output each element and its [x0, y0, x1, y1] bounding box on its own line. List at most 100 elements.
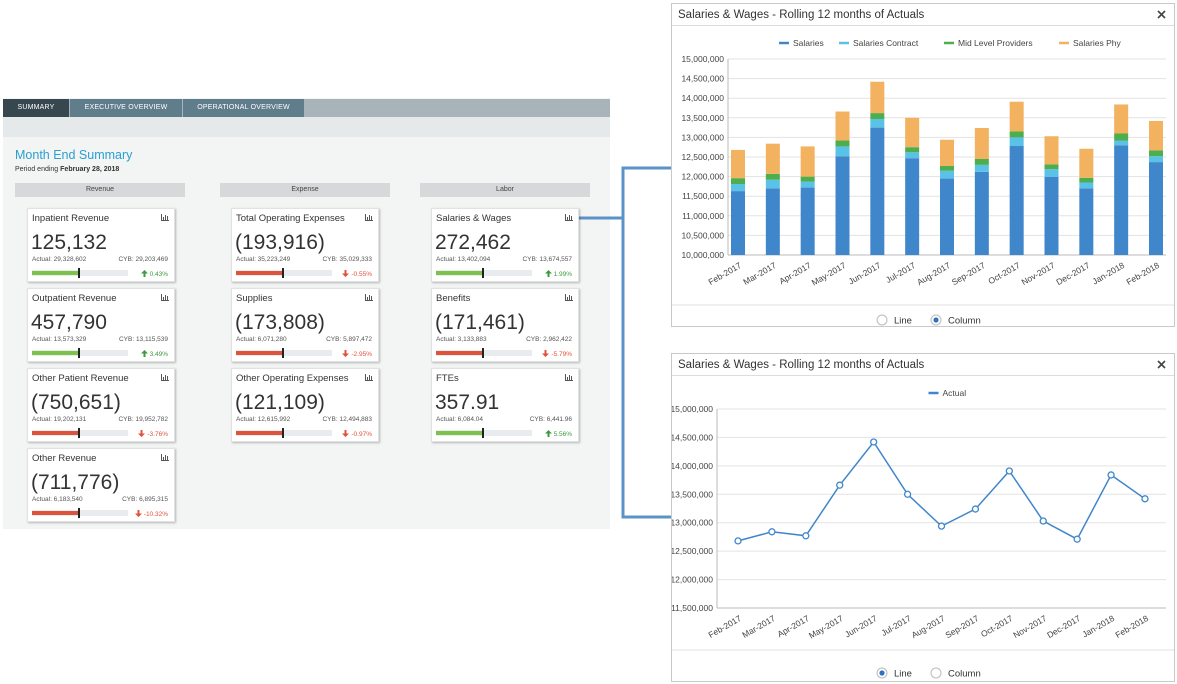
- chart-icon[interactable]: [161, 214, 169, 221]
- bar-segment: [1009, 146, 1024, 255]
- toggle-option[interactable]: Line: [876, 667, 912, 680]
- change: -0.55%: [342, 270, 372, 278]
- progress-marker: [78, 348, 80, 358]
- chart-icon[interactable]: [365, 294, 373, 301]
- chart-icon[interactable]: [565, 294, 573, 301]
- kpi-card[interactable]: Other Revenue (711,776) Actual: 6,183,540 C…: [27, 448, 175, 522]
- bar-segment: [940, 170, 954, 179]
- radio: [930, 667, 942, 679]
- x-tick-label: Apr-2017: [777, 260, 813, 286]
- bar-segment: [905, 117, 920, 148]
- icon-bar: [369, 215, 370, 220]
- bar-segment: [765, 173, 780, 180]
- toggle-option[interactable]: Column: [930, 667, 981, 680]
- icon-bar: [569, 215, 570, 220]
- kpi-card[interactable]: FTEs 357.91 Actual: 6,084.04 CYB: 6,441.96 5…: [431, 368, 579, 442]
- icon-bar: [365, 374, 366, 381]
- icon-bar: [367, 297, 368, 300]
- bar-segment: [974, 158, 989, 165]
- x-tick-label: Mar-2017: [740, 613, 777, 640]
- card-name: Total Operating Expenses: [236, 213, 345, 224]
- arrow: [134, 510, 142, 517]
- x-tick-label: Dec-2017: [1045, 613, 1082, 640]
- bar-segment: [1149, 156, 1163, 163]
- icon-bar: [571, 376, 572, 380]
- close-icon: [1157, 10, 1166, 19]
- card-name: Supplies: [236, 293, 273, 304]
- kpi-card[interactable]: Other Patient Revenue (750,651) Actual: 19…: [27, 368, 175, 442]
- kpi-card[interactable]: Supplies (173,808) Actual: 6,071,280 CYB: 5…: [231, 288, 379, 362]
- card-value: 357.91: [435, 391, 500, 414]
- arrow-icon: [140, 350, 148, 357]
- x-tick-label: Feb-2017: [706, 613, 743, 640]
- y-tick-label: 12,000,000: [672, 575, 713, 585]
- kpi-card[interactable]: Total Operating Expenses (193,916) Actual:…: [231, 208, 379, 282]
- actual: Actual: 29,328,602: [32, 256, 87, 263]
- chart-icon[interactable]: [161, 294, 169, 301]
- kpi-card[interactable]: Benefits (171,461) Actual: 3,133,883 CYB: 2…: [431, 288, 579, 362]
- cyb: CYB: 19,952,782: [118, 416, 168, 423]
- bar-segment: [870, 118, 885, 128]
- toggle-option[interactable]: Line: [876, 314, 912, 326]
- section-header: Labor: [420, 183, 590, 197]
- tab[interactable]: OPERATIONAL OVERVIEW: [183, 99, 304, 117]
- kpi-card[interactable]: Salaries & Wages 272,462 Actual: 13,402,09…: [431, 208, 579, 282]
- kpi-card[interactable]: Inpatient Revenue 125,132 Actual: 29,328,6…: [27, 208, 175, 282]
- icon-bar: [369, 295, 370, 300]
- progress-track: [436, 270, 532, 276]
- actual: Actual: 6,071,280: [236, 336, 287, 343]
- icon-bar: [565, 380, 573, 381]
- bar-segment: [835, 146, 850, 157]
- y-tick-label: 15,000,000: [672, 404, 713, 414]
- icon-bar: [565, 220, 573, 221]
- toggle-option[interactable]: Column: [930, 314, 981, 326]
- kpi-card[interactable]: Other Operating Expenses (121,109) Actual:…: [231, 368, 379, 442]
- card-name: Other Revenue: [32, 453, 97, 464]
- change: -10.32%: [134, 510, 168, 518]
- icon-bar: [167, 296, 168, 300]
- icon-bar: [365, 380, 373, 381]
- tab[interactable]: SUMMARY: [3, 99, 69, 117]
- chart-icon[interactable]: [365, 214, 373, 221]
- x-tick-label: Feb-2018: [1113, 613, 1150, 640]
- kpi-card[interactable]: Outpatient Revenue 457,790 Actual: 13,573,…: [27, 288, 175, 362]
- progress-track: [236, 430, 332, 436]
- chart-icon[interactable]: [565, 214, 573, 221]
- cyb: CYB: 5,897,472: [326, 336, 372, 343]
- progress-fill: [236, 351, 282, 355]
- y-tick-label: 11,500,000: [672, 603, 713, 613]
- icon-bar: [565, 300, 573, 301]
- icon-bar: [565, 374, 566, 381]
- y-tick-label: 10,500,000: [681, 230, 724, 240]
- chart-icon[interactable]: [161, 454, 169, 461]
- chart-icon[interactable]: [365, 374, 373, 381]
- y-tick-label: 13,000,000: [681, 132, 724, 142]
- x-tick-label: Jul-2017: [884, 260, 917, 285]
- close-button[interactable]: [1157, 360, 1166, 369]
- popup-title: Salaries & Wages - Rolling 12 months of …: [672, 4, 1174, 26]
- cyb: CYB: 6,441.96: [529, 416, 572, 423]
- x-tick-label: Jan-2018: [1080, 613, 1116, 640]
- bar-segment: [1009, 131, 1024, 138]
- legend-label: Salaries Contract: [853, 38, 919, 48]
- close-button[interactable]: [1157, 10, 1166, 19]
- card-name: Outpatient Revenue: [32, 293, 117, 304]
- point: [937, 522, 946, 530]
- card-value: 272,462: [435, 231, 511, 254]
- bar-segment: [940, 139, 954, 167]
- y-tick-label: 15,000,000: [681, 54, 724, 64]
- point: [1107, 471, 1115, 479]
- chart-icon[interactable]: [161, 374, 169, 381]
- icon-bar: [165, 215, 166, 220]
- arrow-icon: [342, 430, 350, 437]
- tab[interactable]: EXECUTIVE OVERVIEW: [70, 99, 182, 117]
- icon-bar: [367, 217, 368, 220]
- icon-bar: [167, 456, 168, 460]
- icon-bar: [161, 294, 162, 301]
- chart-icon[interactable]: [565, 374, 573, 381]
- actual: Actual: 35,223,249: [236, 256, 291, 263]
- icon-bar: [163, 377, 164, 380]
- arrow: [138, 430, 146, 437]
- cyb: CYB: 12,494,883: [322, 416, 372, 423]
- y-tick-label: 12,500,000: [672, 546, 713, 556]
